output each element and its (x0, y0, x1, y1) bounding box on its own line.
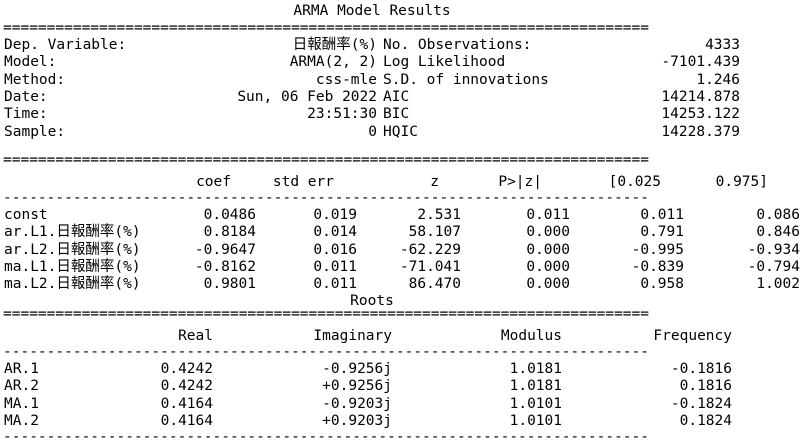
coef-header-cell: z (430, 174, 439, 190)
roots-header-cell: Frequency (653, 328, 732, 344)
coef-header-cell: coef (196, 174, 231, 190)
summary-right-value: 1.246 (696, 71, 740, 88)
roots-row-name: AR.2 (4, 378, 39, 395)
coef-row-value: 0.000 (526, 276, 570, 293)
coef-row-value: 0.791 (640, 224, 684, 241)
coef-row-name: ar.L2.日報酬率(%) (4, 241, 141, 258)
single-rule: ----------------------------------------… (3, 429, 650, 445)
summary-left-value: Sun, 06 Feb 2022 (237, 88, 377, 105)
summary-left-label: Model: (4, 54, 57, 71)
coef-row-value: 0.846 (756, 224, 800, 241)
summary-left-label: Time: (4, 106, 48, 123)
coef-row-value: 0.958 (640, 276, 684, 293)
coef-row-value: -71.041 (399, 258, 461, 275)
coef-row-value: 2.531 (417, 207, 461, 223)
single-rule: ----------------------------------------… (3, 190, 650, 206)
coef-row-value: 0.8184 (203, 224, 256, 241)
coef-row-value: 0.9801 (203, 276, 256, 293)
coef-row-value: 0.000 (526, 258, 570, 275)
summary-right-value: 14253.122 (661, 106, 740, 123)
roots-row-value: 0.1816 (679, 378, 732, 395)
coef-header-cell: std err (272, 174, 334, 190)
roots-header-cell: Real (178, 328, 213, 344)
summary-right-value: 14228.379 (661, 123, 740, 140)
coef-row-value: 58.107 (408, 224, 461, 241)
coef-row-value: 0.000 (526, 224, 570, 241)
coef-row-value: 0.011 (640, 207, 684, 223)
roots-row-value: -0.1816 (670, 361, 732, 377)
coef-row-value: -0.8162 (194, 258, 256, 275)
coef-header-cell: [0.025 (608, 174, 661, 190)
coef-row-value: -62.229 (399, 241, 461, 258)
roots-row-value: 1.0101 (509, 412, 562, 429)
summary-left-value: ARMA(2, 2) (289, 54, 377, 71)
roots-row-value: +0.9256j (322, 378, 392, 395)
coef-row-value: 0.011 (313, 258, 357, 275)
summary-left-label: Date: (4, 88, 48, 105)
roots-row-value: +0.9203j (322, 412, 392, 429)
coef-header-cell: 0.975] (715, 174, 768, 190)
summary-left-value: 日報酬率(%) (292, 37, 377, 53)
summary-right-label: BIC (383, 106, 410, 123)
roots-row-value: -0.9203j (322, 395, 392, 412)
double-rule: ========================================… (3, 20, 650, 36)
summary-left-label: Dep. Variable: (4, 37, 127, 53)
summary-left-label: Method: (4, 71, 66, 88)
roots-row-value: -0.1824 (670, 395, 732, 412)
double-rule: ========================================… (3, 152, 650, 168)
coef-row-name: ar.L1.日報酬率(%) (4, 224, 141, 241)
coef-header-cell: P>|z| (498, 174, 542, 190)
roots-row-value: 1.0181 (509, 361, 562, 377)
summary-left-value: 0 (368, 123, 377, 140)
coef-row-name: const (4, 207, 48, 223)
roots-row-value: 0.4242 (160, 361, 213, 377)
roots-row-value: 0.4164 (160, 395, 213, 412)
roots-row-value: -0.9256j (322, 361, 392, 377)
summary-right-value: -7101.439 (661, 54, 740, 71)
coef-row-value: 1.002 (756, 276, 800, 293)
coef-row-value: -0.934 (747, 241, 800, 258)
coef-row-value: -0.9647 (194, 241, 256, 258)
roots-row-value: 1.0181 (509, 378, 562, 395)
roots-row-name: AR.1 (4, 361, 39, 377)
roots-row-value: 0.4164 (160, 412, 213, 429)
roots-row-name: MA.1 (4, 395, 39, 412)
roots-title: Roots (350, 293, 394, 309)
roots-row-value: 1.0101 (509, 395, 562, 412)
coef-row-value: 0.011 (526, 207, 570, 223)
single-rule: ----------------------------------------… (3, 344, 650, 360)
coef-row-value: 0.019 (313, 207, 357, 223)
summary-left-label: Sample: (4, 123, 66, 140)
coef-row-value: 86.470 (408, 276, 461, 293)
summary-right-label: No. Observations: (383, 37, 532, 53)
roots-row-name: MA.2 (4, 412, 39, 429)
summary-right-label: HQIC (383, 123, 418, 140)
roots-row-value: 0.1824 (679, 412, 732, 429)
summary-right-label: S.D. of innovations (383, 71, 549, 88)
summary-left-value: 23:51:30 (307, 106, 377, 123)
coef-row-name: ma.L2.日報酬率(%) (4, 276, 141, 293)
double-rule: ========================================… (3, 306, 650, 322)
coef-row-value: -0.839 (631, 258, 684, 275)
coef-row-value: 0.0486 (203, 207, 256, 223)
coef-row-value: 0.086 (756, 207, 800, 223)
coef-row-name: ma.L1.日報酬率(%) (4, 258, 141, 275)
coef-row-value: 0.000 (526, 241, 570, 258)
summary-left-value: css-mle (315, 71, 377, 88)
summary-right-label: AIC (383, 88, 410, 105)
summary-right-label: Log Likelihood (383, 54, 506, 71)
roots-header-cell: Imaginary (313, 328, 392, 344)
summary-right-value: 14214.878 (661, 88, 740, 105)
coef-row-value: 0.016 (313, 241, 357, 258)
report-title: ARMA Model Results (293, 3, 451, 19)
coef-row-value: 0.011 (313, 276, 357, 293)
summary-right-value: 4333 (705, 37, 740, 53)
coef-row-value: -0.995 (631, 241, 684, 258)
roots-header-cell: Modulus (500, 328, 562, 344)
coef-row-value: -0.794 (747, 258, 800, 275)
coef-row-value: 0.014 (313, 224, 357, 241)
roots-row-value: 0.4242 (160, 378, 213, 395)
